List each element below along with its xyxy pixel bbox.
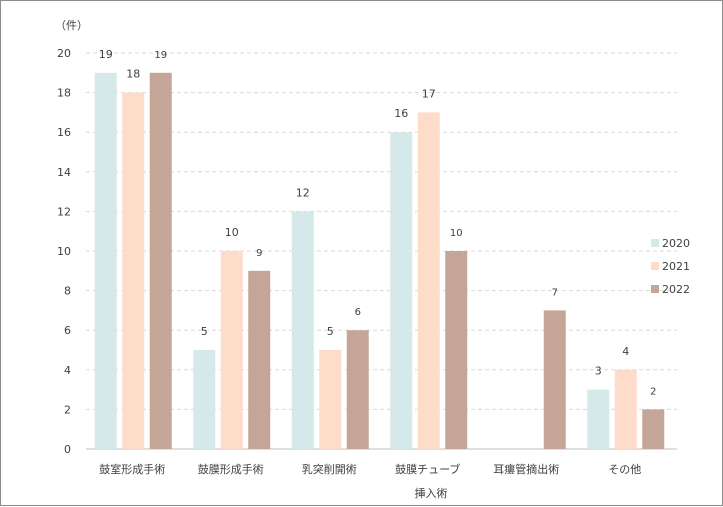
data-label: 10 [225, 226, 239, 239]
legend-swatch-2021 [651, 262, 659, 270]
data-label: 2 [650, 386, 656, 397]
legend-swatch-2022 [651, 285, 659, 293]
data-labels: 19 18 19 5 10 9 12 5 6 16 17 10 7 3 4 2 [99, 48, 657, 398]
category-label: 乳突削開術 [302, 462, 357, 476]
y-tick-label: 14 [57, 166, 71, 179]
bar-2021 [220, 251, 243, 449]
data-label: 4 [622, 345, 629, 358]
grid-lines [86, 52, 677, 450]
y-tick-label: 0 [64, 443, 71, 456]
category-label: 鼓室形成手術 [99, 462, 165, 476]
data-label: 3 [595, 365, 602, 378]
y-unit-label: （件） [55, 19, 88, 32]
legend: 2020 2021 2022 [651, 237, 690, 296]
y-tick-label: 2 [64, 403, 71, 416]
bar-2021 [319, 350, 342, 449]
bar-2022 [543, 310, 566, 449]
data-label: 7 [552, 287, 558, 298]
legend-label: 2021 [662, 260, 690, 273]
data-label: 10 [450, 228, 463, 239]
bar-2022 [642, 409, 665, 449]
bar-2020 [94, 72, 117, 450]
data-label: 5 [201, 325, 208, 338]
y-axis-ticks: 0 2 4 6 8 10 12 14 16 18 20 [57, 47, 71, 456]
bar-2021 [122, 92, 145, 449]
category-label: 耳瘻管摘出術 [493, 462, 559, 476]
bar-2021 [614, 369, 637, 449]
category-label: 鼓膜チューブ [395, 462, 460, 476]
y-tick-label: 20 [57, 47, 71, 60]
y-tick-label: 16 [57, 126, 71, 139]
bar-2020 [193, 350, 216, 449]
data-label: 19 [154, 50, 167, 61]
category-labels: 鼓室形成手術 鼓膜形成手術 乳突削開術 鼓膜チューブ 耳瘻管摘出術 その他 [99, 462, 641, 476]
bar-2020 [390, 132, 413, 449]
bar-2022 [445, 251, 468, 449]
data-label: 18 [126, 68, 140, 81]
legend-swatch-2020 [651, 239, 659, 247]
y-tick-label: 8 [64, 285, 71, 298]
legend-label: 2020 [662, 237, 690, 250]
y-tick-label: 18 [57, 87, 71, 100]
bar-2020 [291, 211, 314, 449]
data-label: 17 [422, 87, 436, 100]
y-tick-label: 10 [57, 245, 71, 258]
y-tick-label: 4 [64, 364, 71, 377]
bars [94, 72, 665, 450]
data-label: 19 [99, 48, 113, 61]
bar-2022 [149, 72, 172, 450]
category-label: その他 [608, 463, 641, 476]
y-tick-label: 6 [64, 324, 71, 337]
category-label: 鼓膜形成手術 [198, 462, 264, 476]
bar-2021 [417, 112, 440, 450]
bar-2022 [346, 330, 369, 449]
data-label: 9 [256, 248, 262, 259]
data-label: 5 [327, 325, 334, 338]
legend-label: 2022 [662, 283, 690, 296]
x-axis-label-line2: 挿入術 [415, 486, 448, 500]
y-tick-label: 12 [57, 205, 71, 218]
data-label: 6 [355, 307, 361, 318]
bar-2022 [248, 270, 271, 449]
bar-2020 [587, 389, 610, 449]
data-label: 16 [394, 107, 408, 120]
data-label: 12 [296, 186, 310, 199]
